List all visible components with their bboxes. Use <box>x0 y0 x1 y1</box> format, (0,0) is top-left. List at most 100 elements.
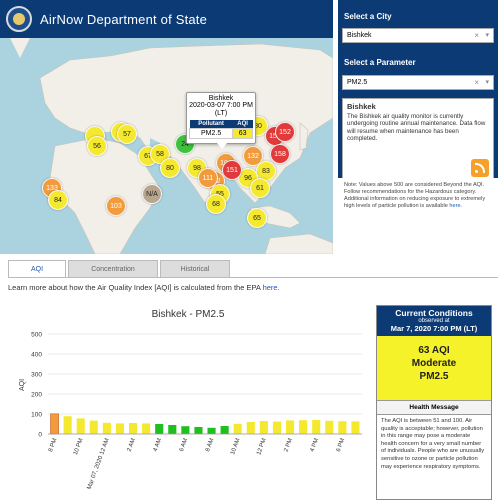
chart-bar[interactable] <box>272 421 282 434</box>
current-conditions-title: Current Conditions <box>395 308 473 318</box>
parameter-select-label: Select a Parameter <box>344 58 416 67</box>
map-marker[interactable]: 57 <box>117 124 137 144</box>
learn-more: Learn more about how the Air Quality Ind… <box>8 283 280 292</box>
learn-more-text: Learn more about how the Air Quality Ind… <box>8 283 261 292</box>
chart-bar[interactable] <box>312 420 321 434</box>
chart-x-tick-label: Mar 07, 2020 12 AM <box>87 438 111 491</box>
city-info-text: The Bishkek air quality monitor is curre… <box>347 112 486 143</box>
chart-bar[interactable] <box>89 420 98 434</box>
chart-y-tick-label: 300 <box>31 372 42 379</box>
map-marker[interactable]: 56 <box>87 136 107 156</box>
chart-bar[interactable] <box>299 420 308 434</box>
chart-x-tick-label: 10 PM <box>73 438 85 456</box>
chart-x-tick-label: 12 PM <box>256 438 268 456</box>
city-info-box: Bishkek The Bishkek air quality monitor … <box>342 98 494 182</box>
aqi-note-link[interactable]: here. <box>449 203 463 209</box>
observed-at-label: observed at <box>418 318 450 324</box>
popup-time: 2020-03-07 7:00 PM (LT) <box>189 102 253 117</box>
current-conditions-header: Current Conditions observed at Mar 7, 20… <box>377 306 491 336</box>
data-tabs: AQI Concentration Historical <box>8 260 230 277</box>
world-map[interactable]: 61 57 56 67 58 24 62 80 154 152 158 132 … <box>0 38 333 254</box>
chart-bars <box>48 413 362 435</box>
current-conditions-panel: Current Conditions observed at Mar 7, 20… <box>376 305 492 500</box>
chart-y-ticks: 0 100 200 300 400 500 <box>31 332 42 439</box>
chart-bar[interactable] <box>207 427 216 434</box>
chart-x-tick-label: 6 PM <box>336 438 346 453</box>
popup-pollutant: PM2.5 <box>188 128 234 139</box>
chart-y-tick-label: 400 <box>31 352 42 359</box>
city-select[interactable]: Bishkek × ▾ <box>342 28 494 43</box>
chart-bar[interactable] <box>194 427 203 434</box>
map-marker[interactable]: 111 <box>198 168 218 188</box>
clear-city-icon[interactable]: × <box>474 31 479 40</box>
chart-bar[interactable] <box>142 423 151 434</box>
popup-col-pollutant: Pollutant <box>189 120 233 129</box>
chart-title: Bishkek - PM2.5 <box>152 309 225 320</box>
aqi-note-area: Note: Values above 500 are considered Be… <box>338 178 498 254</box>
tab-aqi[interactable]: AQI <box>8 260 66 277</box>
popup-aqi: 63 <box>232 128 253 139</box>
city-select-label: Select a City <box>344 12 392 21</box>
chart-x-tick-label: 4 AM <box>153 438 163 453</box>
chart-y-tick-label: 500 <box>31 332 42 339</box>
map-marker[interactable]: 84 <box>48 190 68 210</box>
current-aqi-pollutant: PM2.5 <box>419 371 449 382</box>
map-marker[interactable]: 61 <box>250 178 270 198</box>
popup-table: Pollutant AQI PM2.5 63 <box>188 120 253 139</box>
chart-bar[interactable] <box>351 421 360 434</box>
current-aqi-category: Moderate <box>411 358 457 369</box>
chart-y-axis-label: AQI <box>19 379 26 391</box>
chart-bar[interactable] <box>220 426 229 434</box>
clear-parameter-icon[interactable]: × <box>474 78 479 87</box>
map-marker[interactable]: 68 <box>206 194 226 214</box>
chart-bar[interactable] <box>285 420 295 434</box>
health-message-title: Health Message <box>377 400 491 415</box>
chart-x-tick-label: 2 PM <box>283 438 293 453</box>
chart-bar[interactable] <box>63 416 72 434</box>
chart-bar[interactable] <box>233 423 242 434</box>
chart-x-tick-label: 4 PM <box>310 438 320 453</box>
map-marker[interactable]: N/A <box>142 184 162 204</box>
chart-y-tick-label: 0 <box>38 432 42 439</box>
observed-time: Mar 7, 2020 7:00 PM (LT) <box>390 324 478 333</box>
learn-more-link[interactable]: here. <box>262 283 280 292</box>
parameter-select[interactable]: PM2.5 × ▾ <box>342 75 494 90</box>
chart-x-tick-label: 8 PM <box>48 438 58 453</box>
tab-divider <box>8 277 498 278</box>
chart-x-tick-label: 6 AM <box>179 438 189 453</box>
chart-bar[interactable] <box>325 420 334 434</box>
map-marker[interactable]: 65 <box>247 208 267 228</box>
chart-bar[interactable] <box>259 421 268 434</box>
map-marker[interactable]: 132 <box>243 146 263 166</box>
health-message-text: The AQI is between 51 and 100. Air quali… <box>381 418 485 470</box>
tab-historical[interactable]: Historical <box>160 260 230 277</box>
chart-x-tick-label: 2 AM <box>127 438 137 453</box>
chart-bar[interactable] <box>168 425 177 434</box>
tab-concentration[interactable]: Concentration <box>68 260 158 277</box>
chart-bar[interactable] <box>128 423 138 434</box>
chart-grid <box>48 333 362 435</box>
chevron-down-icon[interactable]: ▾ <box>485 32 489 39</box>
current-aqi-value: 63 AQI <box>418 345 450 356</box>
city-select-value: Bishkek <box>347 32 372 39</box>
map-marker[interactable]: 80 <box>160 158 180 178</box>
aqi-note-text: Note: Values above 500 are considered Be… <box>344 182 486 209</box>
chart-bar[interactable] <box>115 423 125 434</box>
chart-bar[interactable] <box>50 413 59 435</box>
rss-feed-icon[interactable] <box>471 159 489 177</box>
map-marker[interactable]: 158 <box>270 144 290 164</box>
chevron-down-icon[interactable]: ▾ <box>485 79 489 86</box>
map-marker[interactable]: 152 <box>275 122 295 142</box>
map-popup: Bishkek 2020-03-07 7:00 PM (LT) Pollutan… <box>186 92 256 149</box>
chart-bar[interactable] <box>155 424 164 434</box>
chart-bar[interactable] <box>181 426 190 434</box>
aqi-note: Note: Values above 500 are considered Be… <box>338 178 498 214</box>
popup-col-aqi: AQI <box>232 120 253 129</box>
chart-bar[interactable] <box>76 418 85 434</box>
map-marker[interactable]: 151 <box>222 160 242 180</box>
chart-bar[interactable] <box>102 422 111 434</box>
map-marker[interactable]: 103 <box>106 196 126 216</box>
chart-bar[interactable] <box>246 422 255 434</box>
chart-bar[interactable] <box>338 421 347 434</box>
